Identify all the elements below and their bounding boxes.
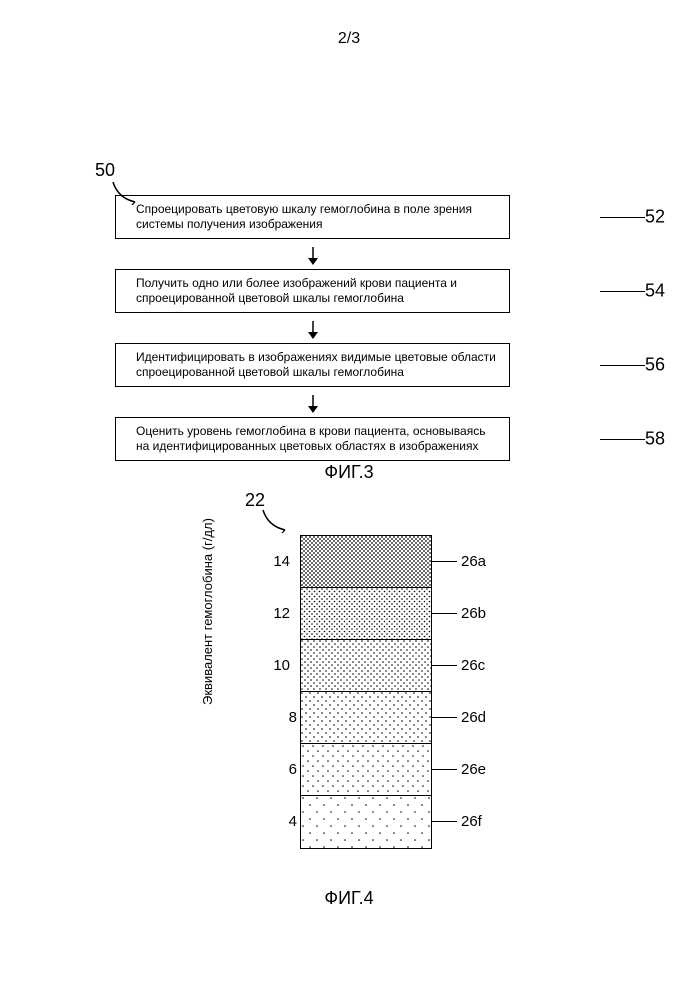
flowchart: Спроецировать цветовую шкалу гемоглобина… xyxy=(115,195,595,473)
reference-line xyxy=(600,439,645,440)
band-reference-number: 26f xyxy=(461,813,482,830)
scale-tick: 6 xyxy=(267,761,297,778)
step-reference-number: 54 xyxy=(645,281,665,302)
scale-tick: 4 xyxy=(267,813,297,830)
step-reference-number: 56 xyxy=(645,355,665,376)
flow-step: Получить одно или более изображений кров… xyxy=(115,269,595,313)
step-reference-number: 58 xyxy=(645,429,665,450)
flow-step-box: Идентифицировать в изображениях видимые … xyxy=(115,343,510,387)
flow-step: Идентифицировать в изображениях видимые … xyxy=(115,343,595,387)
reference-line xyxy=(600,217,645,218)
arrow-down-icon xyxy=(115,395,510,413)
scale-band xyxy=(301,588,431,640)
scale-tick: 14 xyxy=(260,553,290,570)
reference-line xyxy=(432,665,457,666)
reference-line xyxy=(432,769,457,770)
reference-line xyxy=(600,365,645,366)
reference-line xyxy=(600,291,645,292)
reference-line xyxy=(432,821,457,822)
band-reference-number: 26b xyxy=(461,605,486,622)
reference-line xyxy=(432,613,457,614)
flow-step-box: Получить одно или более изображений кров… xyxy=(115,269,510,313)
arrow-down-icon xyxy=(115,247,510,265)
arrow-down-icon xyxy=(115,321,510,339)
flow-step: Оценить уровень гемоглобина в крови паци… xyxy=(115,417,595,461)
step-reference-number: 52 xyxy=(645,207,665,228)
hemoglobin-color-scale: Эквивалент гемоглобина (г/дл) 14 12 10 8… xyxy=(205,535,505,875)
scale-band xyxy=(301,640,431,692)
band-reference-number: 26d xyxy=(461,709,486,726)
color-scale-column xyxy=(300,535,432,849)
reference-line xyxy=(432,561,457,562)
scale-band xyxy=(301,796,431,848)
scale-tick: 12 xyxy=(260,605,290,622)
figure3-caption: ФИГ.3 xyxy=(0,462,698,483)
scale-tick: 10 xyxy=(260,657,290,674)
reference-line xyxy=(432,717,457,718)
y-axis-label: Эквивалент гемоглобина (г/дл) xyxy=(200,518,215,705)
flow-step: Спроецировать цветовую шкалу гемоглобина… xyxy=(115,195,595,239)
figure4-caption: ФИГ.4 xyxy=(0,888,698,909)
band-reference-number: 26e xyxy=(461,761,486,778)
flow-step-box: Спроецировать цветовую шкалу гемоглобина… xyxy=(115,195,510,239)
flow-step-box: Оценить уровень гемоглобина в крови паци… xyxy=(115,417,510,461)
scale-band xyxy=(301,744,431,796)
band-reference-number: 26a xyxy=(461,553,486,570)
patent-page: 2/3 50 Спроецировать цветовую шкалу гемо… xyxy=(0,0,698,999)
page-number: 2/3 xyxy=(0,30,698,48)
band-reference-number: 26c xyxy=(461,657,485,674)
reference-curve-icon xyxy=(260,508,290,533)
figure3-reference-number: 50 xyxy=(95,160,115,181)
scale-band xyxy=(301,536,431,588)
scale-band xyxy=(301,692,431,744)
scale-tick: 8 xyxy=(267,709,297,726)
